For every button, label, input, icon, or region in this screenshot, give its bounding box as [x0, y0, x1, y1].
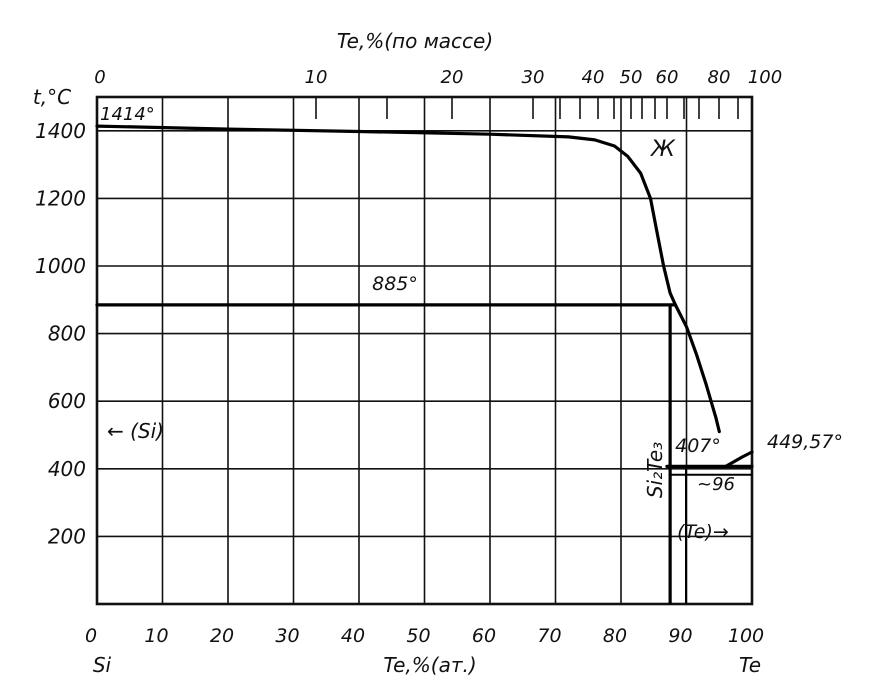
y-tick-label: 1400	[35, 119, 86, 143]
x-top-tick-label: 100	[748, 67, 782, 88]
x-tick-label: 70	[537, 625, 561, 647]
y-axis-title: t,°C	[33, 85, 71, 109]
y-tick-label: 800	[48, 322, 86, 346]
x-tick-label: 60	[472, 625, 496, 647]
y-tick-label: 1200	[35, 186, 86, 210]
y-tick-label: 1000	[35, 254, 86, 278]
series-line	[95, 124, 721, 434]
x-top-tick-label: 30	[522, 67, 545, 88]
y-tick-label: 200	[48, 524, 86, 548]
compound-label: Si₂Te₃	[643, 442, 667, 498]
x-top-tick-label: 40	[582, 67, 605, 88]
annotation-te-phase: (Te)→	[677, 521, 729, 543]
annotation-eutectic-comp: ~96	[697, 474, 735, 495]
y-tick-label: 400	[48, 457, 86, 481]
x-tick-label: 40	[341, 625, 365, 647]
x-top-tick-label: 0	[94, 67, 105, 88]
x-tick-label: 100	[728, 625, 764, 647]
y-tick-label: 600	[48, 389, 86, 413]
x-tick-label: 50	[406, 625, 430, 647]
annotation-melt-si: 1414°	[100, 104, 155, 125]
x-top-tick-label: 60	[656, 67, 679, 88]
annotation-si-phase: ← (Si)	[107, 419, 164, 443]
x-top-tick-label: 20	[441, 67, 464, 88]
x-top-tick-label: 80	[708, 67, 731, 88]
x-tick-label: 0	[85, 625, 97, 647]
annotation-melt-te: 449,57°	[767, 431, 843, 453]
annotation-407: 407°	[675, 435, 721, 457]
x-top-tick-label: 50	[620, 67, 643, 88]
x-tick-label: 30	[275, 625, 299, 647]
x-top-tick-label: 10	[305, 67, 328, 88]
series-line	[724, 450, 754, 468]
x-top-axis-title: Te,%(по массе)	[337, 29, 493, 53]
annotation-liquid: Ж	[649, 137, 676, 162]
left-component-label: Si	[93, 653, 112, 677]
x-tick-label: 10	[144, 625, 168, 647]
annotation-885: 885°	[372, 273, 418, 295]
x-tick-label: 90	[668, 625, 692, 647]
x-tick-label: 80	[603, 625, 627, 647]
x-tick-label: 20	[210, 625, 234, 647]
plot-frame	[95, 95, 754, 606]
x-bottom-axis-title: Te,%(ат.)	[383, 653, 476, 677]
right-component-label: Te	[739, 653, 761, 677]
